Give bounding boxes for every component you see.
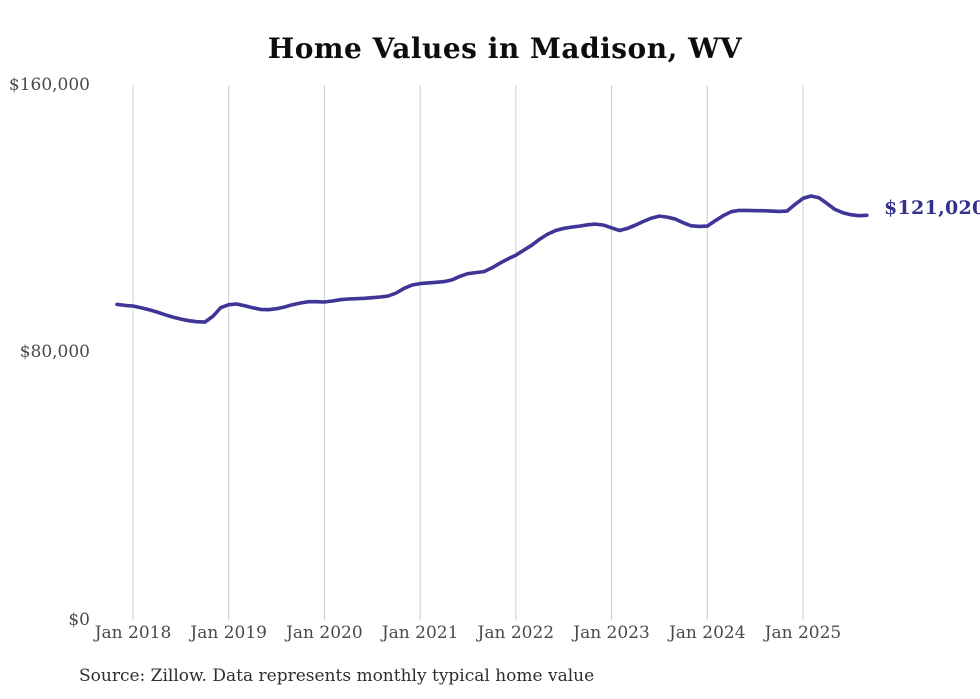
- x-axis-tick-label: Jan 2021: [381, 623, 459, 643]
- x-axis-tick-label: Jan 2018: [94, 623, 172, 643]
- y-axis-tick-label: $80,000: [19, 342, 90, 362]
- source-note: Source: Zillow. Data represents monthly …: [79, 666, 595, 686]
- x-axis-tick-label: Jan 2019: [190, 623, 267, 643]
- home-value-line: [115, 194, 869, 324]
- x-axis-tick-label: Jan 2022: [477, 623, 555, 643]
- final-value-label: $121,020: [884, 197, 980, 219]
- y-axis-tick-label: $0: [68, 610, 90, 630]
- chart-title: Home Values in Madison, WV: [267, 32, 743, 65]
- x-axis-tick-label: Jan 2023: [573, 623, 650, 643]
- x-axis-tick-label: Jan 2024: [668, 623, 746, 643]
- x-axis-tick-label: Jan 2020: [286, 623, 363, 643]
- x-axis-tick-label: Jan 2025: [764, 623, 842, 643]
- y-axis-tick-label: $160,000: [8, 75, 90, 95]
